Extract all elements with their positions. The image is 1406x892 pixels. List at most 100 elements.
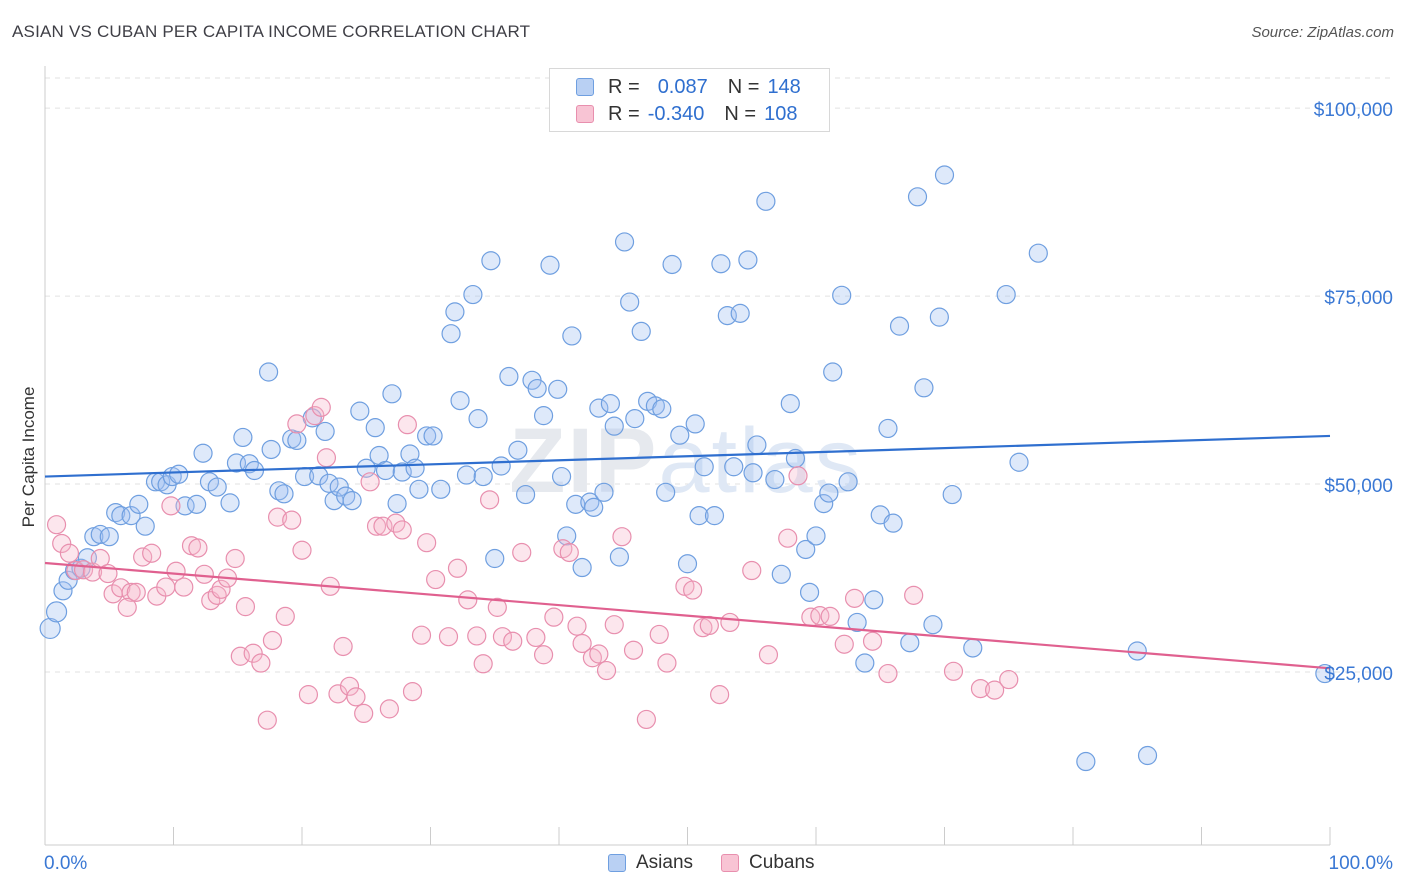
x-tick-label-max: 100.0% xyxy=(1329,853,1394,874)
cubans-point xyxy=(720,612,740,633)
asians-point xyxy=(604,416,624,436)
cubans-point xyxy=(544,607,564,627)
asians-point xyxy=(743,463,763,483)
source-credit: Source: ZipAtlas.com xyxy=(1251,24,1394,41)
cubans-point xyxy=(862,631,883,651)
cubans-swatch xyxy=(576,105,594,123)
asians-point xyxy=(747,435,767,455)
cubans-point xyxy=(810,606,830,626)
asians-point xyxy=(711,254,731,274)
cubans-point xyxy=(235,597,256,617)
asians-point xyxy=(670,425,690,445)
cubans-point xyxy=(788,466,808,486)
asians-point xyxy=(562,326,582,346)
asians-point xyxy=(883,513,903,533)
cubans-point xyxy=(473,654,493,674)
legend-item-cubans[interactable]: Cubans xyxy=(721,852,815,874)
asians-point xyxy=(923,615,943,635)
asians-point xyxy=(1028,243,1048,263)
cubans-point xyxy=(683,580,703,600)
cubans-n-label: N = xyxy=(724,102,757,125)
asians-point xyxy=(409,479,429,499)
cubans-point xyxy=(174,577,194,597)
asians-point xyxy=(738,250,758,270)
cubans-point xyxy=(844,588,865,608)
cubans-point xyxy=(438,627,459,647)
cubans-point xyxy=(117,597,137,617)
asians-point xyxy=(819,483,839,503)
cubans-point xyxy=(311,397,331,417)
cubans-point xyxy=(267,507,288,527)
asians-point xyxy=(889,316,910,336)
asians-point xyxy=(533,406,554,426)
cubans-point xyxy=(985,680,1005,700)
asians-point xyxy=(963,638,983,658)
cubans-point xyxy=(604,615,624,635)
asians-point xyxy=(614,232,635,252)
asians-point xyxy=(468,409,488,429)
asians-point xyxy=(400,444,420,464)
asians-point xyxy=(463,284,483,305)
cubans-point xyxy=(559,542,579,563)
cubans-point xyxy=(339,676,360,696)
cubans-point xyxy=(211,579,231,599)
asians-point xyxy=(129,494,149,514)
cubans-point xyxy=(156,577,176,597)
cubans-point xyxy=(589,644,609,664)
asians-point xyxy=(756,191,776,211)
cubans-point xyxy=(161,496,181,516)
cubans-point xyxy=(904,585,924,605)
asians-point xyxy=(111,506,131,526)
asians-r-label: R = xyxy=(608,75,640,98)
cubans-r-value: -0.340 xyxy=(647,102,705,125)
cubans-point xyxy=(596,660,617,681)
cubans-point xyxy=(820,606,840,627)
asians-r-value: 0.087 xyxy=(657,75,708,98)
cubans-point xyxy=(251,653,271,673)
asians-swatch xyxy=(576,78,594,96)
cubans-point xyxy=(59,543,80,563)
asians-point xyxy=(274,484,294,504)
asians-point xyxy=(652,399,672,419)
cubans-n-value: 108 xyxy=(764,102,798,125)
asians-point xyxy=(350,401,370,421)
asians-point xyxy=(589,398,609,418)
asians-point xyxy=(417,426,437,446)
asians-point xyxy=(342,491,362,511)
cubans-point xyxy=(298,685,319,705)
cubans-point xyxy=(142,543,162,563)
cubans-point xyxy=(943,661,964,681)
asians-point xyxy=(491,456,511,476)
asians-point xyxy=(814,494,834,514)
cubans-point xyxy=(612,527,632,547)
asians-point xyxy=(557,526,577,546)
asians-point xyxy=(914,378,934,398)
legend-item-asians[interactable]: Asians xyxy=(608,852,693,874)
asians-point xyxy=(656,482,676,502)
asians-point xyxy=(193,443,213,463)
cubans-point xyxy=(467,626,487,646)
cubans-point xyxy=(480,490,500,510)
asians-point xyxy=(39,617,61,640)
cubans-point xyxy=(487,597,507,617)
asians-point xyxy=(540,255,560,275)
cubans-point xyxy=(417,533,437,553)
asians-point xyxy=(832,285,852,305)
cubans-points xyxy=(46,397,1019,730)
asians-point xyxy=(1137,745,1158,766)
asians-point xyxy=(662,254,682,275)
asians-point xyxy=(1009,452,1029,472)
asians-point xyxy=(806,526,826,546)
cubans-point xyxy=(447,558,468,578)
asians-point xyxy=(878,418,898,439)
cubans-point xyxy=(282,510,302,530)
cubans-point xyxy=(834,634,854,654)
trend-lines xyxy=(44,434,1331,670)
asians-legend-swatch xyxy=(608,854,626,872)
cubans-point xyxy=(194,564,214,584)
asians-point xyxy=(609,547,629,567)
cubans-point xyxy=(392,520,412,540)
cubans-point xyxy=(699,615,719,636)
legend-row-cubans: R = -0.340 N = 108 xyxy=(576,102,797,126)
cubans-point xyxy=(742,560,762,581)
